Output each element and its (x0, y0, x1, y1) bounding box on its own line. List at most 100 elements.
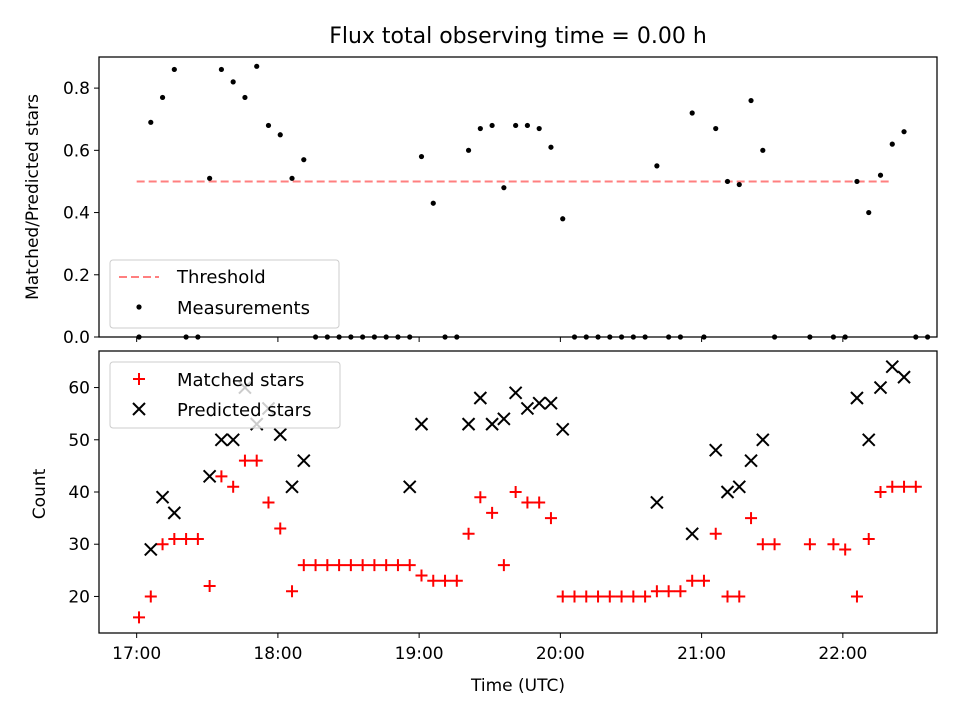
matched-star-point (533, 496, 546, 509)
measurement-point (477, 125, 483, 132)
matched-star-point (215, 470, 228, 483)
top-legend: Threshold Measurements (109, 259, 340, 329)
matched-star-point (344, 559, 357, 572)
predicted-star-point (544, 396, 558, 410)
predicted-stars-legend-label: Predicted stars (177, 400, 311, 421)
matched-star-point (862, 533, 875, 545)
matched-star-point (144, 590, 157, 603)
predicted-star-point (850, 391, 864, 405)
predicted-star-point (650, 495, 664, 510)
top-y-ticks: 0.0 0.2 0.4 0.6 0.8 (63, 79, 99, 348)
measurement-point (489, 122, 495, 129)
matched-star-point (403, 559, 416, 572)
bottom-y-tick-label: 60 (68, 379, 90, 399)
matched-star-point (274, 522, 287, 535)
bottom-y-tick-label: 50 (68, 431, 90, 451)
matched-star-point (639, 590, 652, 603)
measurement-point (465, 147, 472, 153)
matched-star-point (733, 590, 746, 603)
x-axis-label: Time (UTC) (470, 676, 565, 696)
measurement-point (889, 141, 895, 147)
matched-star-point (662, 585, 675, 598)
x-tick-label: 20:00 (536, 644, 585, 664)
top-y-tick-label: 0.4 (63, 204, 90, 224)
matched-star-point (439, 574, 452, 587)
predicted-star-point (556, 422, 570, 437)
matched-star-point (886, 480, 899, 493)
x-tick-label: 21:00 (677, 644, 726, 664)
measurement-point (501, 185, 507, 191)
x-tick-label: 22:00 (818, 644, 867, 664)
bottom-legend: Matched stars Predicted stars (109, 361, 341, 429)
matched-star-point (309, 559, 322, 572)
matched-star-point (391, 559, 404, 572)
count-panel: 20 30 40 50 60 17:00 18:00 19:00 20:00 21:00 22:0… (30, 350, 938, 696)
measurement-point (430, 200, 436, 206)
measurement-point (513, 122, 519, 129)
matched-star-point (474, 491, 487, 504)
predicted-star-point (508, 386, 523, 400)
predicted-star-point (273, 427, 287, 442)
matched-star-point (133, 611, 146, 624)
top-y-tick-label: 0.8 (63, 79, 90, 99)
threshold-legend-label: Threshold (176, 267, 266, 288)
measurement-point (254, 63, 260, 69)
predicted-star-point (709, 443, 723, 457)
matched-star-point (592, 590, 605, 603)
predicted-star-point (756, 433, 770, 447)
matched-star-point (709, 527, 722, 540)
measurements-legend-label: Measurements (177, 298, 310, 319)
matched-star-point (627, 590, 640, 603)
matched-star-point (803, 538, 816, 551)
matched-star-point (898, 480, 911, 493)
matched-star-point (497, 559, 510, 572)
matched-star-point (250, 454, 263, 467)
bottom-y-ticks: 20 30 40 50 60 (68, 379, 99, 607)
measurement-point (301, 157, 307, 163)
measurement-point (748, 97, 754, 104)
predicted-star-point (685, 527, 699, 541)
matched-star-point (321, 559, 334, 572)
predicted-star-point (720, 485, 735, 499)
matched-star-point (603, 590, 616, 603)
measurement-point (230, 79, 236, 85)
matched-star-point (333, 559, 346, 572)
measurement-point (277, 132, 283, 138)
measurement-point (418, 153, 425, 160)
matched-star-point (509, 486, 522, 498)
matched-star-point (380, 559, 393, 572)
matched-star-point (615, 590, 628, 603)
predicted-star-point (285, 480, 299, 494)
matched-star-point (356, 559, 369, 572)
measurement-point (242, 94, 248, 101)
matched-star-point (427, 574, 440, 587)
bottom-axes-frame (98, 350, 938, 634)
matched-star-point (227, 480, 240, 493)
matched-star-point (850, 590, 863, 603)
top-x-ticks (136, 337, 844, 342)
predicted-star-point (485, 417, 499, 431)
predicted-star-point (414, 417, 429, 431)
measurement-point (171, 66, 177, 73)
x-tick-label: 19:00 (395, 644, 444, 664)
predicted-star-point (497, 412, 511, 426)
measurement-point (724, 178, 731, 185)
bottom-y-tick-label: 30 (68, 535, 90, 555)
x-tick-label: 17:00 (112, 644, 161, 664)
matched-star-point (462, 527, 475, 540)
matched-star-point (297, 559, 310, 572)
matched-star-point (156, 538, 169, 551)
matched-star-point (415, 569, 428, 582)
predicted-star-point (532, 396, 546, 410)
measurement-point (218, 66, 225, 73)
matched-star-point (168, 533, 181, 545)
predicted-star-point (403, 480, 417, 494)
predicted-star-point (873, 380, 888, 395)
top-legend-box (109, 259, 340, 329)
top-y-tick-label: 0.0 (63, 328, 90, 348)
predicted-star-point (732, 480, 746, 494)
matched-star-point (756, 538, 769, 551)
matched-star-point (203, 580, 216, 592)
matched-star-point (191, 533, 204, 545)
